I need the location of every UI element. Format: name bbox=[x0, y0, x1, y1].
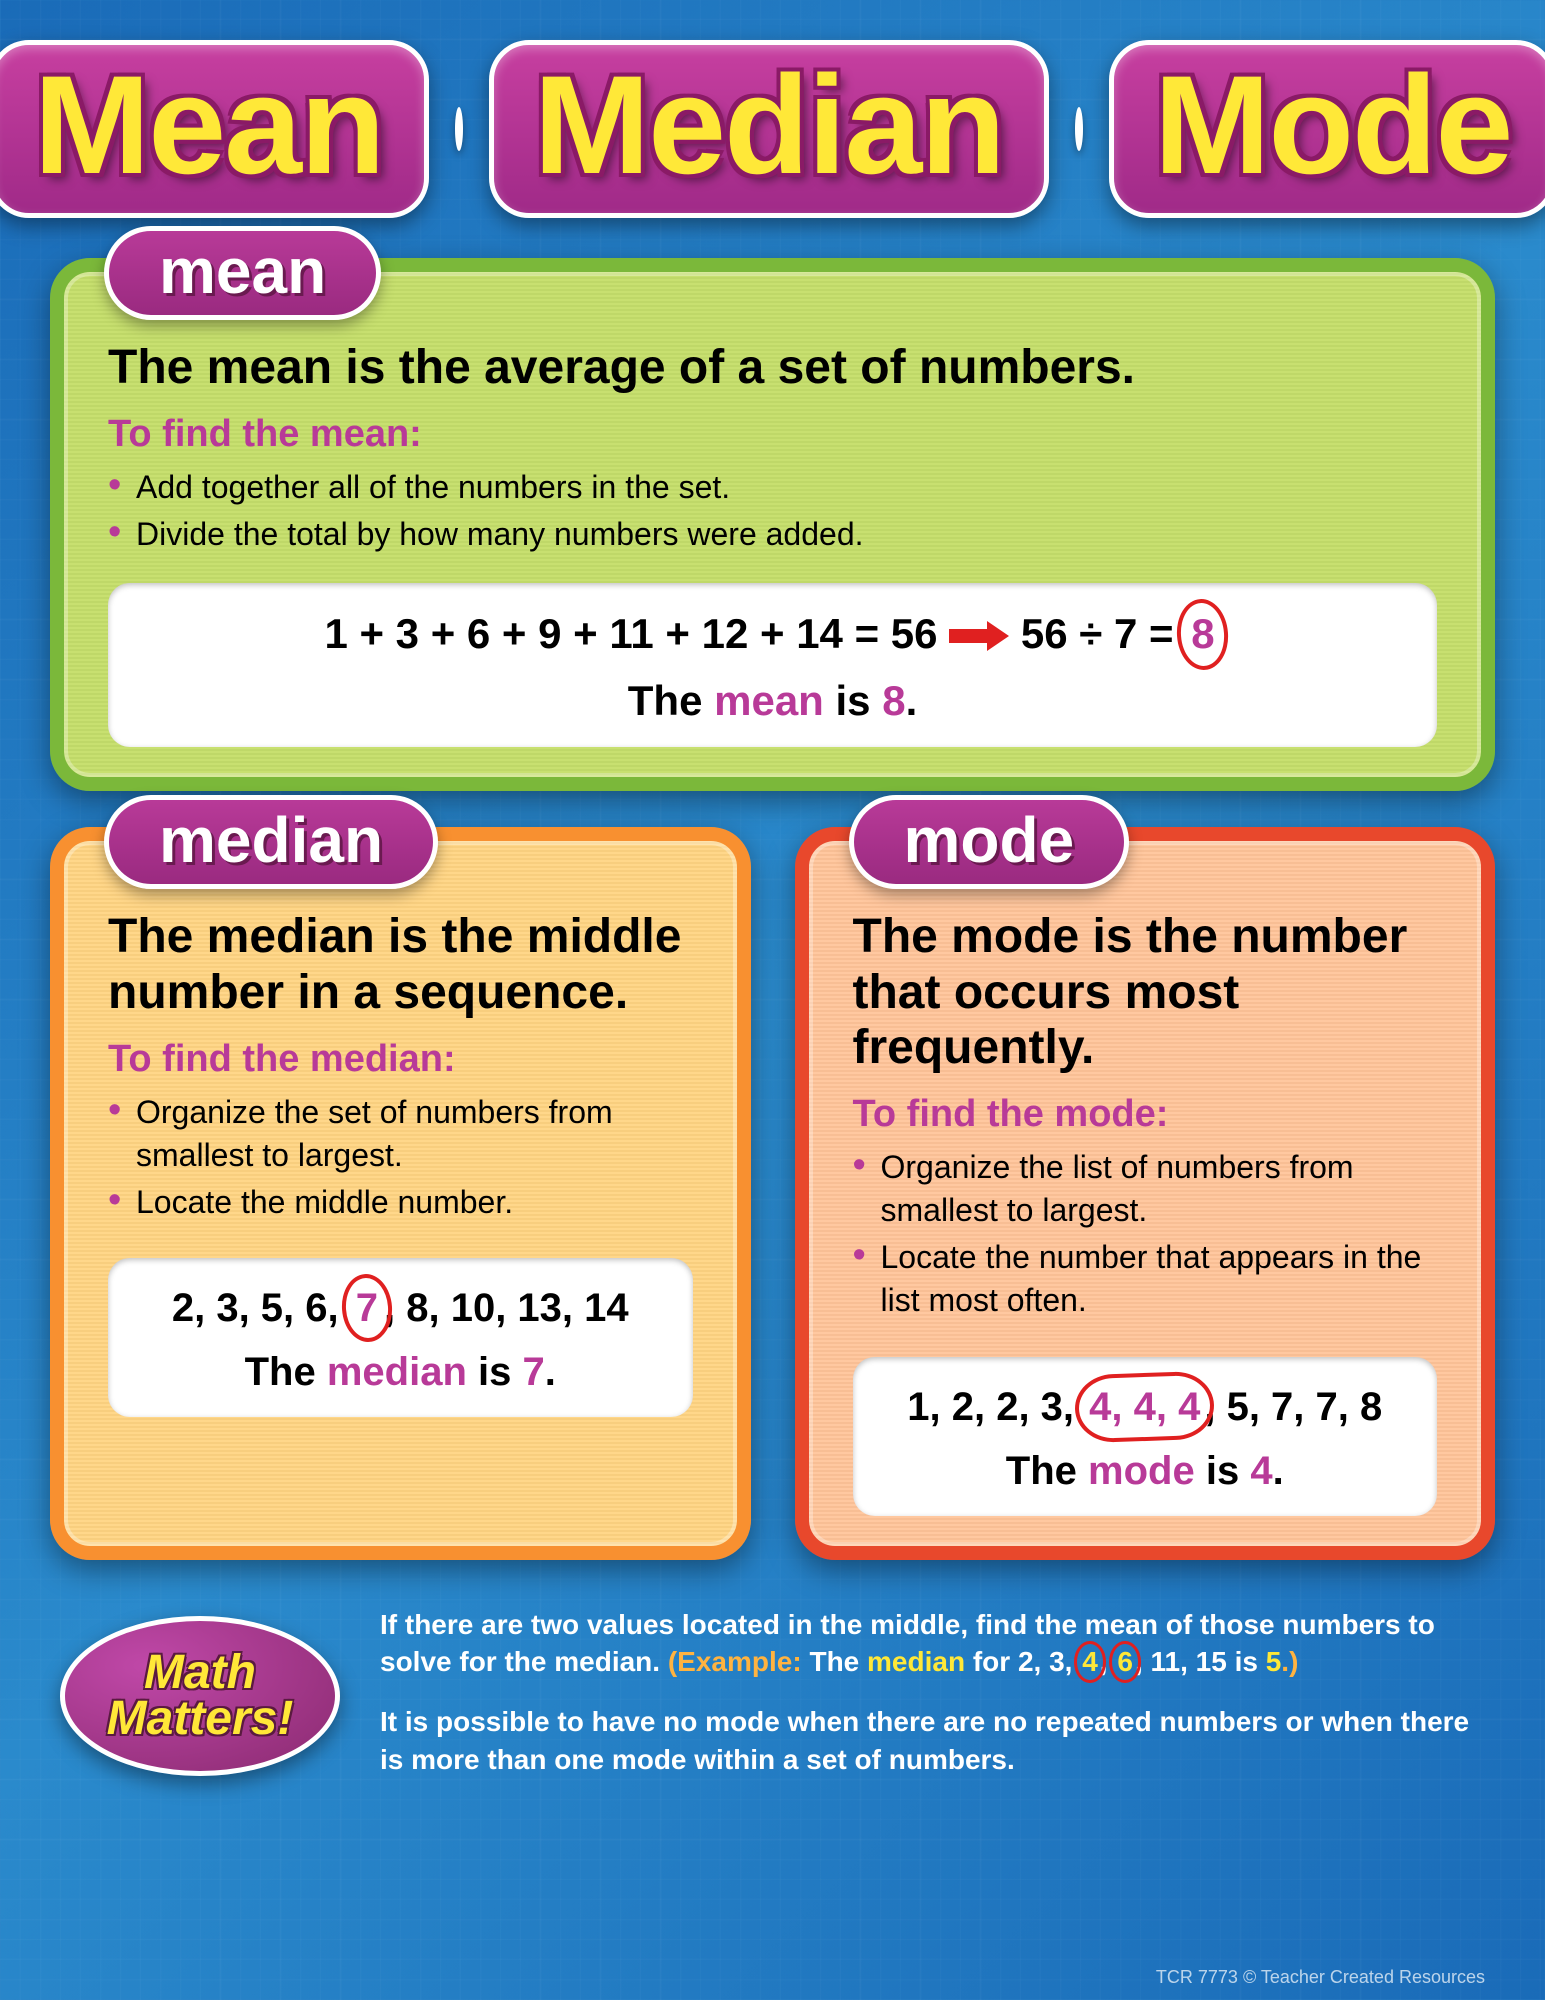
median-sequence-left: 2, 3, 5, 6, bbox=[172, 1286, 350, 1330]
credit-line: TCR 7773 © Teacher Created Resources bbox=[1156, 1967, 1485, 1988]
footer-note-median: If there are two values located in the m… bbox=[380, 1606, 1485, 1682]
arrow-right-icon bbox=[949, 621, 1009, 651]
title-dot-icon bbox=[455, 107, 463, 151]
math-matters-logo: Math Matters! bbox=[60, 1616, 340, 1776]
median-bullet: Organize the set of numbers from smalles… bbox=[108, 1091, 693, 1177]
logo-line2: Matters! bbox=[107, 1696, 294, 1742]
mode-sequence-right: , 5, 7, 7, 8 bbox=[1204, 1385, 1382, 1429]
title-word-mode: Mode bbox=[1109, 40, 1545, 218]
median-label: median bbox=[104, 795, 438, 889]
median-panel: median The median is the middle number i… bbox=[50, 827, 751, 1559]
poster-title: Mean Median Mode bbox=[50, 40, 1495, 218]
mode-label: mode bbox=[849, 795, 1130, 889]
median-result: The median is 7. bbox=[138, 1350, 663, 1395]
mean-result: The mean is 8. bbox=[138, 677, 1407, 725]
mean-panel: mean The mean is the average of a set of… bbox=[50, 258, 1495, 791]
mean-instruction-heading: To find the mean: bbox=[108, 413, 1437, 456]
footer-note-mode: It is possible to have no mode when ther… bbox=[380, 1703, 1485, 1779]
title-word-median: Median bbox=[489, 40, 1049, 218]
mean-label: mean bbox=[104, 226, 381, 320]
mode-instruction-heading: To find the mode: bbox=[853, 1093, 1438, 1136]
median-sequence-right: , 8, 10, 13, 14 bbox=[384, 1286, 629, 1330]
mean-definition: The mean is the average of a set of numb… bbox=[108, 340, 1437, 395]
mean-example: 1 + 3 + 6 + 9 + 11 + 12 + 14 = 56 56 ÷ 7… bbox=[108, 583, 1437, 748]
footer-notes: Math Matters! If there are two values lo… bbox=[50, 1606, 1495, 1801]
median-definition: The median is the middle number in a seq… bbox=[108, 909, 693, 1019]
median-answer-circled: 7 bbox=[350, 1280, 384, 1336]
title-dot-icon bbox=[1075, 107, 1083, 151]
median-example: 2, 3, 5, 6, 7, 8, 10, 13, 14 The median … bbox=[108, 1258, 693, 1417]
mode-definition: The mode is the number that occurs most … bbox=[853, 909, 1438, 1075]
mode-answer-circled: 4, 4, 4 bbox=[1085, 1379, 1204, 1435]
mean-bullet: Divide the total by how many numbers wer… bbox=[108, 513, 1437, 556]
mode-panel: mode The mode is the number that occurs … bbox=[795, 827, 1496, 1559]
median-bullet: Locate the middle number. bbox=[108, 1181, 693, 1224]
median-instruction-heading: To find the median: bbox=[108, 1038, 693, 1081]
mode-sequence-left: 1, 2, 2, 3, bbox=[907, 1385, 1085, 1429]
mean-sum-expression: 1 + 3 + 6 + 9 + 11 + 12 + 14 = 56 bbox=[324, 610, 937, 657]
mode-result: The mode is 4. bbox=[883, 1449, 1408, 1494]
mode-example: 1, 2, 2, 3, 4, 4, 4, 5, 7, 7, 8 The mode… bbox=[853, 1357, 1438, 1516]
mode-bullet: Organize the list of numbers from smalle… bbox=[853, 1146, 1438, 1232]
mean-answer-circled: 8 bbox=[1185, 605, 1220, 664]
mean-bullet: Add together all of the numbers in the s… bbox=[108, 466, 1437, 509]
mode-bullet: Locate the number that appears in the li… bbox=[853, 1236, 1438, 1322]
logo-line1: Math bbox=[144, 1650, 256, 1696]
mean-division-expression: 56 ÷ 7 = bbox=[1021, 610, 1185, 657]
title-word-mean: Mean bbox=[0, 40, 429, 218]
